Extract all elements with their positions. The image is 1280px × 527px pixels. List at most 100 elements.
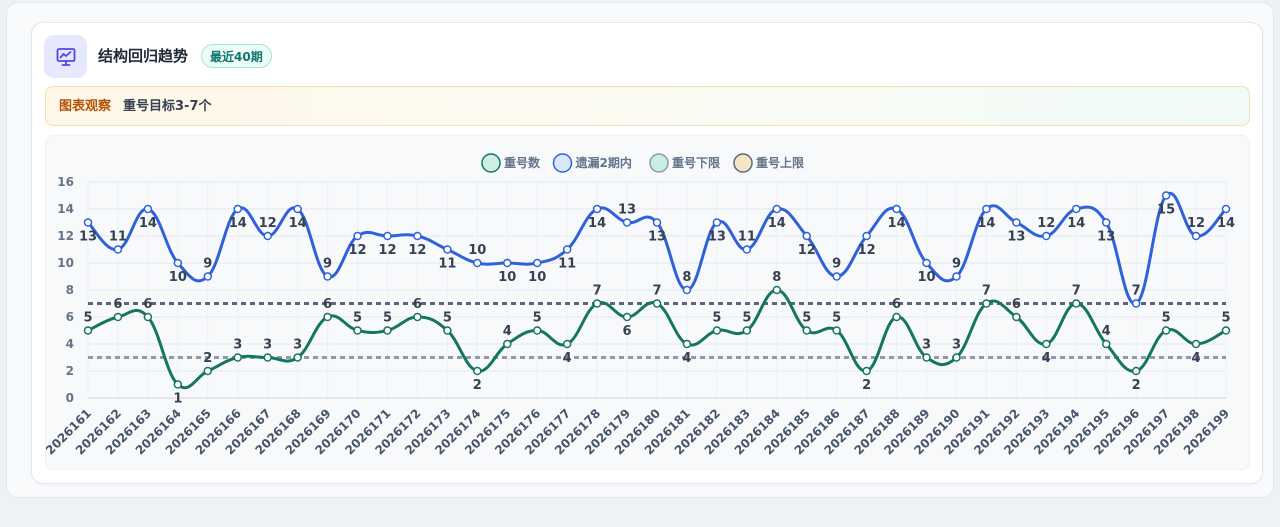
data-label: 14: [588, 216, 606, 231]
data-label: 2: [862, 378, 871, 393]
legend-label: 遗漏2期内: [575, 155, 632, 170]
data-label: 12: [798, 243, 816, 258]
data-label: 13: [1097, 230, 1115, 245]
data-label: 10: [169, 270, 187, 285]
data-point: [652, 218, 662, 227]
data-point: [1191, 339, 1201, 349]
data-point: [952, 272, 961, 281]
data-label: 6: [892, 297, 901, 312]
data-label: 6: [1012, 297, 1021, 312]
data-point: [143, 312, 153, 322]
data-point: [113, 245, 123, 254]
data-point: [892, 204, 901, 214]
data-point: [413, 231, 422, 241]
data-label: 13: [648, 230, 666, 245]
data-label: 8: [772, 270, 781, 285]
data-label: 13: [618, 203, 636, 218]
data-point: [143, 204, 153, 214]
data-point: [1101, 218, 1111, 227]
y-tick-label: 2: [66, 364, 74, 378]
legend-label: 重号下限: [672, 155, 720, 170]
data-point: [682, 285, 692, 295]
data-label: 5: [832, 311, 841, 326]
data-point: [383, 326, 392, 335]
data-point: [173, 380, 183, 389]
data-label: 15: [1157, 203, 1175, 218]
legend-label: 重号上限: [756, 155, 804, 170]
data-label: 7: [593, 284, 602, 299]
data-point: [802, 326, 811, 335]
data-point: [682, 339, 692, 349]
y-tick-label: 10: [57, 256, 74, 270]
data-point: [1221, 326, 1231, 335]
data-label: 4: [1102, 324, 1111, 339]
data-point: [1191, 231, 1201, 241]
data-label: 13: [1007, 230, 1025, 245]
legend-swatch: [552, 153, 573, 173]
data-label: 7: [982, 284, 991, 299]
data-point: [622, 218, 632, 227]
y-tick-label: 16: [57, 175, 74, 189]
data-label: 5: [533, 311, 542, 326]
legend-item: 重号上限: [733, 153, 804, 173]
data-label: 4: [1042, 351, 1051, 366]
data-label: 4: [563, 351, 572, 366]
data-label: 6: [143, 297, 152, 312]
y-tick-label: 6: [66, 310, 74, 324]
data-label: 6: [113, 297, 122, 312]
series-repeat: 5 6 6 1 2 3 3 3 6 5 5 6 5 2 4 5 4 7 6 7 4 5 5 8 5 5 2 6 3 3 7 6 4 7 4 2 5 4 5: [83, 270, 1230, 407]
data-point: [982, 204, 991, 214]
data-point: [203, 366, 213, 376]
legend-label: 重号数: [504, 155, 541, 170]
data-point: [503, 258, 512, 268]
y-tick-label: 12: [57, 229, 74, 243]
data-label: 14: [139, 216, 157, 231]
data-point: [503, 339, 512, 349]
data-point: [772, 204, 782, 214]
data-point: [1101, 339, 1111, 349]
data-point: [832, 326, 841, 335]
legend-swatch: [481, 153, 501, 173]
data-label: 12: [1187, 216, 1205, 231]
data-label: 11: [738, 230, 756, 245]
notice-text: 重号目标3-7个: [123, 99, 212, 114]
data-label: 12: [1037, 216, 1055, 231]
data-point: [233, 204, 242, 214]
data-label: 13: [79, 230, 97, 245]
data-point: [1221, 204, 1231, 214]
data-point: [263, 231, 272, 241]
data-point: [832, 272, 841, 281]
legend-item: 重号下限: [649, 153, 720, 173]
data-label: 6: [623, 324, 632, 339]
data-label: 3: [233, 338, 242, 353]
data-point: [1012, 312, 1021, 322]
data-label: 9: [203, 257, 212, 272]
data-label: 2: [203, 351, 212, 366]
data-point: [712, 218, 722, 227]
data-point: [293, 204, 302, 214]
data-point: [532, 258, 542, 268]
data-label: 10: [528, 270, 546, 285]
data-label: 7: [1132, 284, 1141, 299]
data-label: 11: [109, 230, 127, 245]
data-point: [532, 326, 542, 335]
card-title: 结构回归趋势: [98, 47, 189, 65]
chart-panel: 0 2 4 6 8 10 12 14 16 2026161 2026162 2026163 202616…: [43, 135, 1250, 470]
data-point: [802, 231, 811, 241]
data-label: 5: [742, 311, 751, 326]
data-point: [233, 353, 242, 362]
data-label: 12: [408, 243, 426, 258]
data-point: [862, 231, 871, 241]
data-point: [712, 326, 722, 335]
y-tick-label: 8: [66, 283, 74, 297]
data-point: [952, 353, 961, 362]
data-label: 5: [1221, 311, 1230, 326]
data-point: [562, 245, 572, 254]
data-point: [1131, 299, 1141, 308]
data-point: [353, 231, 362, 241]
data-label: 13: [708, 230, 726, 245]
data-point: [922, 258, 931, 268]
data-point: [892, 312, 901, 322]
y-tick-label: 0: [66, 391, 74, 405]
chart-legend: 重号数 遗漏2期内 重号下限 重号上限: [481, 153, 804, 173]
